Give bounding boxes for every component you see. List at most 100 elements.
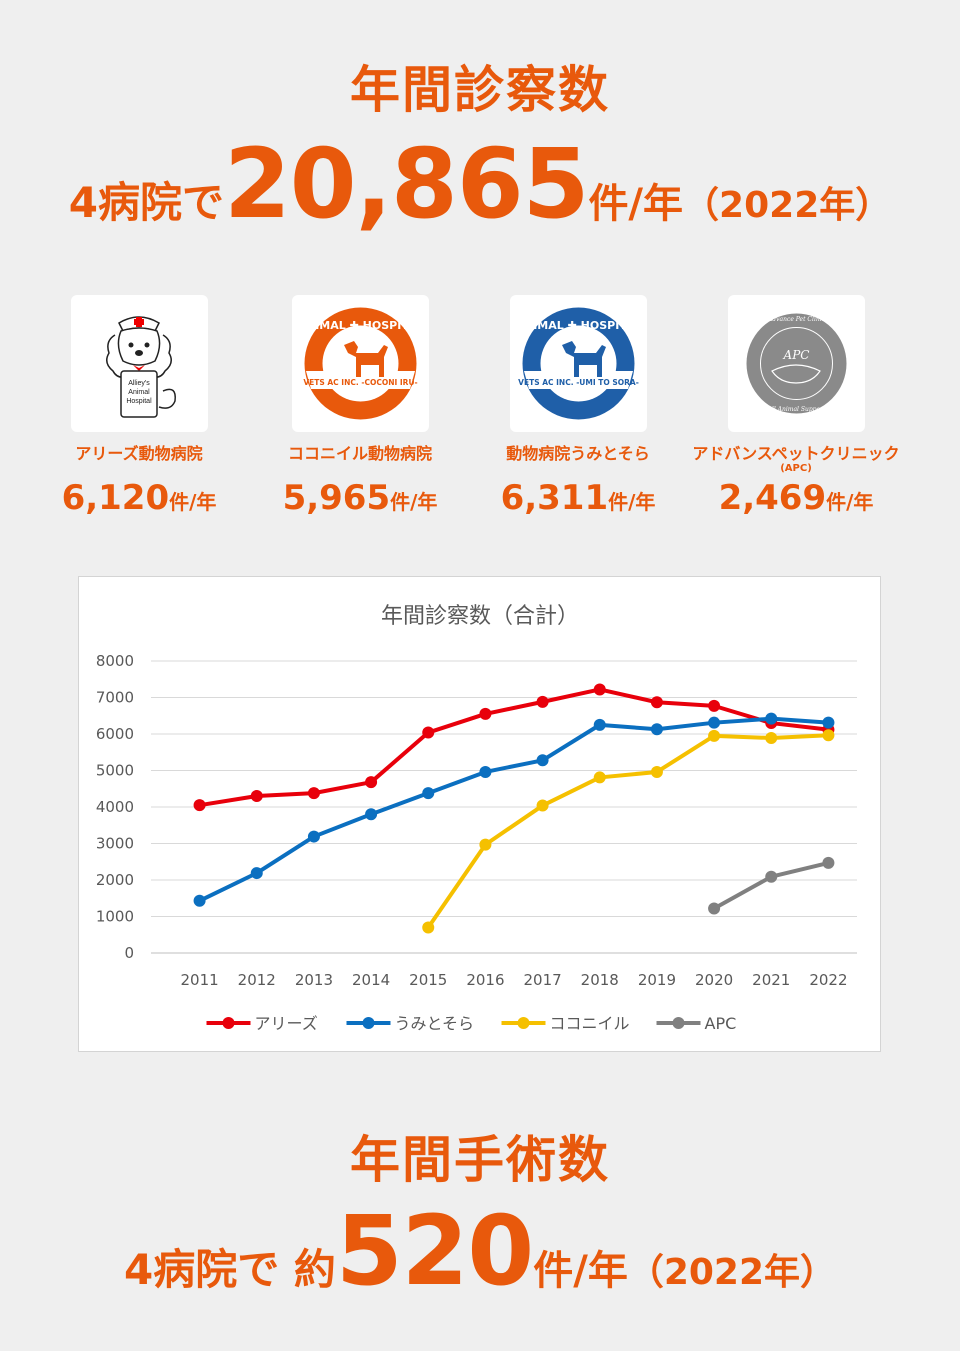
y-tick-label: 0 [124,944,134,962]
clinic-sub [29,464,249,474]
data-point [422,787,435,800]
clinic-name: アドバンスペットクリニック [692,444,900,463]
data-point [479,707,492,720]
clinic-count: 6,120件/年 [29,478,249,518]
clinic-name: アリーズ動物病院 [75,444,203,463]
alliey-logo-line1: Alliey's [128,380,150,387]
surgery-headline: 4病院で 約520件/年（2022年） [0,1195,960,1307]
coconiiru-logo-top: ANIMAL ✚ HOSPITAL [297,319,423,332]
visits-heading: 年間診察数 [350,61,610,119]
clinic-name: ココニイル動物病院 [287,444,432,463]
clinic-sub [468,464,688,474]
data-point [822,856,835,869]
data-point [708,699,721,712]
clinic-count-unit: 件/年 [390,490,438,514]
x-tick-label: 2012 [238,971,276,989]
legend-label: うみとそら [395,1014,475,1033]
clinic-sub [250,464,470,474]
visits-year: （2022年） [683,185,892,226]
x-tick-label: 2016 [466,971,504,989]
clinic-count-unit: 件/年 [169,490,217,514]
clinic-count: 2,469件/年 [686,478,906,518]
apc-logo-mid: APC [782,348,809,362]
chart-title: 年間診察数（合計） [381,604,579,629]
legend-label: ココニイル [550,1014,630,1033]
clinic-count-value: 5,965 [282,478,391,518]
data-point [536,754,549,767]
surgery-year: （2022年） [627,1252,837,1293]
data-point [479,765,492,778]
clinic-count-value: 6,311 [500,478,609,518]
clinic-count-unit: 件/年 [826,490,874,514]
data-point [365,776,378,789]
visits-headline: 4病院で20,865件/年（2022年） [0,128,960,240]
alliey-logo: Alliey's Animal Hospital [70,295,208,432]
clinic-card-apc: Advance Pet Clinic APC All Animal Suppor… [686,295,906,518]
data-point [365,808,378,821]
data-point [650,723,663,736]
clinic-name: 動物病院うみとそら [506,444,650,463]
x-tick-label: 2018 [581,971,619,989]
data-point [307,787,320,800]
y-tick-label: 1000 [96,908,134,926]
data-point [708,716,721,729]
visits-unit: 件/年 [588,181,684,227]
clinic-count: 6,311件/年 [468,478,688,518]
apc-circle-icon: Advance Pet Clinic APC All Animal Suppor… [746,313,846,414]
data-point [708,902,721,915]
data-point [593,683,606,696]
series-line [713,860,829,911]
y-tick-label: 3000 [96,835,134,853]
clinic-count-value: 6,120 [61,478,170,518]
surgery-unit: 件/年 [533,1248,628,1294]
surgery-prefix: 4病院で 約 [123,1245,336,1294]
dog-badge-icon: ANIMAL ✚ HOSPITAL VETS AC INC. -COCONI I… [297,307,423,420]
x-tick-label: 2022 [809,971,847,989]
data-point [822,729,835,742]
line-chart: 年間診察数（合計） 0 1000 2000 3000 4000 5000 6000 7000 8… [96,604,857,1033]
data-point [536,799,549,812]
coconiiru-logo-bottom: VETS AC INC. -COCONI IRU- [303,378,417,387]
legend-marker [362,1017,375,1029]
apc-logo-bottom: All Animal Support [766,406,825,413]
umitosora-logo-bottom: VETS AC INC. -UMI TO SORA- [518,378,639,387]
data-point [765,732,778,745]
data-point [765,712,778,725]
legend-marker [222,1017,235,1029]
legend-marker [517,1017,530,1029]
x-tick-label: 2017 [523,971,561,989]
series-line [198,716,829,903]
apc-logo-top: Advance Pet Clinic [766,316,825,323]
visits-chart: 年間診察数（合計） 0 1000 2000 3000 4000 5000 6000 7000 8… [78,576,881,1052]
apc-logo: Advance Pet Clinic APC All Animal Suppor… [727,295,865,432]
legend-label: アリーズ [255,1014,318,1033]
visits-total: 20,865 [223,128,589,240]
data-point [822,716,835,729]
data-point [422,726,435,739]
x-tick-label: 2020 [695,971,733,989]
clinic-card-umitosora: ANIMAL ✚ HOSPITAL VETS AC INC. -UMI TO S… [468,295,688,518]
data-point [193,799,206,812]
data-point [765,870,778,883]
surgery-heading: 年間手術数 [350,1131,610,1189]
x-tick-label: 2019 [638,971,676,989]
data-point [593,718,606,731]
x-tick-label: 2014 [352,971,390,989]
umitosora-logo: ANIMAL ✚ HOSPITAL VETS AC INC. -UMI TO S… [509,295,647,432]
y-tick-label: 2000 [96,871,134,889]
visits-prefix: 4病院で [68,178,224,227]
alliey-logo-line2: Animal [128,389,150,396]
y-tick-label: 6000 [96,725,134,743]
data-point [479,838,492,851]
x-tick-label: 2021 [752,971,790,989]
clinic-card-alliey: Alliey's Animal Hospital アリーズ動物病院 6,120件… [29,295,249,518]
surgery-total: 520 [335,1195,534,1307]
data-point [422,921,435,934]
clinic-sub: (APC) [780,463,812,474]
clinic-card-coconiiru: ANIMAL ✚ HOSPITAL VETS AC INC. -COCONI I… [250,295,470,518]
data-point [250,790,263,803]
y-tick-label: 4000 [96,798,134,816]
legend-label: APC [705,1014,737,1033]
x-tick-label: 2013 [295,971,333,989]
data-point [307,830,320,843]
